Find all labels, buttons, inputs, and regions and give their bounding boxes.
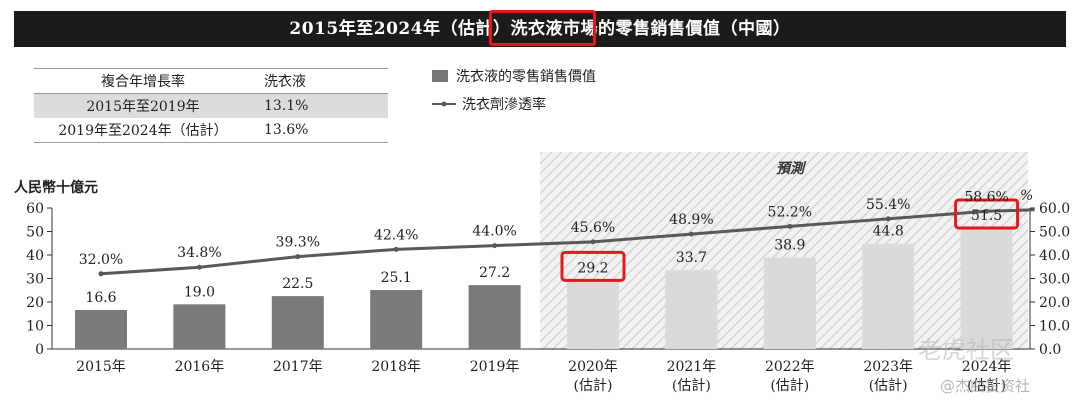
bar-series: [75, 227, 1013, 349]
line-series: [98, 208, 1035, 277]
y2-tick-label: 50.0: [1039, 225, 1070, 241]
line-point: [393, 246, 399, 252]
x-tick-label: 2023年: [863, 359, 913, 375]
legend-line-label: 洗衣劑滲透率: [462, 97, 546, 113]
line-value-label: 48.9%: [669, 212, 713, 228]
bar-value-label: 44.8: [873, 224, 904, 240]
x-tick-label: (估計): [770, 378, 809, 394]
bar-value-label: 38.9: [774, 238, 805, 254]
y2-tick-label: 10.0: [1039, 319, 1070, 335]
table-cell: 2015年至2019年: [34, 93, 252, 118]
y-tick-label: 40: [26, 248, 44, 264]
bar-value-label: 27.2: [479, 265, 510, 281]
line-value-label: 34.8%: [177, 245, 221, 261]
bar: [862, 243, 915, 349]
y2-tick-label: 0.0: [1039, 342, 1061, 358]
bar-value-label: 22.5: [282, 276, 313, 292]
table-row: 2019年至2024年（估計） 13.6%: [34, 118, 388, 143]
y2-tick-label: 40.0: [1039, 248, 1070, 264]
legend-item-bar: 洗衣液的零售銷售價值: [432, 66, 596, 86]
x-tick-label: (估計): [574, 378, 613, 394]
data-labels: 16.6 2015年 19.0 2016年 22.5 2017年 25.1 2018年 27.2…: [76, 189, 1020, 394]
y-tick-label: 50: [26, 225, 44, 241]
x-tick-label: 2017年: [273, 359, 323, 375]
bar-value-label: 19.0: [184, 284, 215, 300]
bar-value-label: 51.5: [971, 208, 1002, 224]
x-tick-label: 2015年: [76, 359, 126, 375]
line-point: [295, 254, 301, 260]
x-tick-label: (估計): [869, 378, 908, 394]
bar-highlight-box: [560, 250, 626, 282]
line-value-label: 52.2%: [768, 204, 812, 220]
table-row: 2015年至2019年 13.1%: [34, 93, 388, 118]
bar: [468, 285, 521, 349]
table-cell: 13.6%: [252, 118, 388, 143]
line-point: [590, 239, 596, 245]
bar: [173, 304, 226, 349]
line-point: [688, 231, 694, 237]
bar: [960, 227, 1013, 349]
y2-tick-label: 60.0: [1039, 201, 1070, 217]
x-tick-label: (估計): [967, 378, 1006, 394]
watermark-handle: @杰曲投资社: [940, 377, 1031, 395]
watermark: 老虎社区: [918, 336, 1014, 364]
line-point: [492, 243, 498, 249]
x-tick-label: 2024年: [962, 359, 1012, 375]
legend-bar-label: 洗衣液的零售銷售價值: [456, 69, 596, 85]
y-tick-label: 10: [26, 319, 44, 335]
x-tick-label: 2019年: [470, 359, 520, 375]
x-tick-label: 2022年: [765, 359, 815, 375]
y2-tick-label: 30.0: [1039, 272, 1070, 288]
line-value-label: 58.6%: [964, 189, 1008, 205]
x-tick-label: 2021年: [667, 359, 717, 375]
title-banner: 2015年至2024年（估計）洗衣液市場的零售銷售價值（中國）: [14, 11, 1066, 47]
legend-line-swatch-icon: [432, 101, 456, 107]
title-highlight-box: [489, 10, 596, 46]
bar-value-label: 33.7: [676, 250, 707, 266]
bar: [665, 269, 718, 349]
table-cell: 13.1%: [252, 93, 388, 118]
line-value-label: 44.0%: [472, 224, 516, 240]
bar-highlight-box: [954, 198, 1020, 230]
x-tick-label: 2018年: [371, 359, 421, 375]
line-point: [196, 264, 202, 270]
y-axis-label: 人民幣十億元: [14, 179, 98, 196]
line-value-label: 55.4%: [866, 197, 910, 213]
table-header-cell: 洗衣液: [252, 68, 388, 94]
line-point: [787, 223, 793, 229]
bar: [271, 296, 324, 349]
line-value-label: 42.4%: [374, 227, 418, 243]
y-tick-label: 30: [26, 272, 44, 288]
line-point: [885, 216, 891, 222]
y2-tick-label: 20.0: [1039, 295, 1070, 311]
bar: [763, 257, 816, 349]
cagr-table: 複合年增長率 洗衣液 2015年至2019年 13.1% 2019年至2024年…: [34, 68, 388, 143]
bar: [567, 280, 619, 349]
table-cell: 2019年至2024年（估計）: [34, 118, 252, 143]
line-value-label: 32.0%: [79, 252, 123, 268]
bar-value-label: 29.2: [577, 260, 608, 276]
bar-value-label: 16.6: [85, 290, 116, 306]
table-header-cell: 複合年增長率: [34, 68, 252, 94]
line-point: [984, 208, 990, 214]
line-point: [98, 271, 104, 277]
bar-value-label: 25.1: [381, 270, 412, 286]
x-tick-label: (估計): [672, 378, 711, 394]
x-tick-label: 2020年: [568, 359, 618, 375]
line-value-label: 45.6%: [571, 220, 615, 236]
y-tick-label: 60: [26, 201, 44, 217]
legend-item-line: 洗衣劑滲透率: [432, 94, 546, 114]
y2-axis-label: %: [1020, 188, 1033, 204]
forecast-label: 預測: [776, 160, 807, 177]
table-header-row: 複合年增長率 洗衣液: [34, 68, 388, 94]
line-value-label: 39.3%: [276, 235, 320, 251]
bar: [370, 290, 423, 349]
chart-title: 2015年至2024年（估計）洗衣液市場的零售銷售價值（中國）: [289, 19, 791, 39]
x-tick-label: 2016年: [175, 359, 225, 375]
y-tick-label: 0: [35, 342, 44, 358]
bar: [75, 309, 127, 349]
y-tick-label: 20: [26, 295, 44, 311]
legend-bar-swatch-icon: [432, 70, 448, 82]
